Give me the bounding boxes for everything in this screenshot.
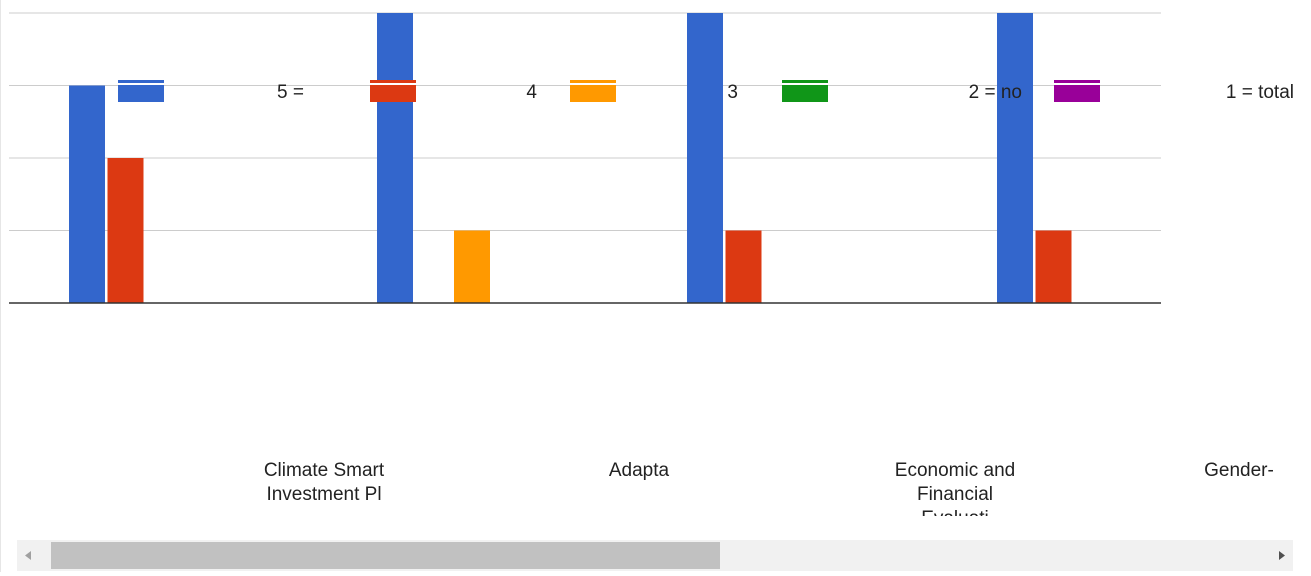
legend-label: 1 = total — [1226, 82, 1294, 103]
legend-item: 5 = — [118, 80, 304, 103]
x-axis-label-line: Evaluati — [921, 508, 989, 529]
legend-swatch — [118, 80, 164, 102]
bar-0-1 — [377, 13, 413, 303]
bar-1-3 — [1035, 230, 1072, 303]
x-axis-label-line: Economic and — [895, 460, 1015, 481]
x-axis-label-line: Climate Smart — [264, 460, 385, 481]
x-axis-label-line: Gender- — [1204, 460, 1274, 481]
legend-label: 3 — [727, 82, 738, 103]
bar-1-2 — [725, 230, 762, 303]
gridlines — [9, 12, 1161, 231]
bars — [69, 13, 1072, 303]
horizontal-scrollbar[interactable] — [17, 540, 1293, 571]
legend-label: 4 — [526, 82, 537, 103]
x-axis-label: Economic and Financial Evaluati — [895, 460, 1015, 529]
scroll-left-arrow-icon[interactable] — [19, 540, 39, 571]
legend-swatch — [1054, 80, 1100, 102]
x-axis-labels: Climate Smart Investment Pl Adapta Economic… — [264, 460, 1274, 529]
bar-0-3 — [997, 13, 1033, 303]
legend-label: 2 = no — [969, 82, 1022, 103]
legend-swatch — [370, 80, 416, 102]
scroll-thumb[interactable] — [51, 542, 720, 569]
legend-item: 4 — [370, 80, 537, 103]
legend-item: 1 = total — [1054, 80, 1294, 103]
x-axis-label-line: Financial — [917, 484, 993, 505]
x-axis-label: Adapta — [609, 460, 670, 481]
bar-0-2 — [687, 13, 723, 303]
x-axis-label: Gender- — [1204, 460, 1274, 481]
chart: 5 = 4 3 2 = no 1 = total Climate Smart Invest… — [9, 12, 1294, 529]
legend-swatch — [782, 80, 828, 102]
legend-label: 5 = — [277, 82, 304, 103]
bar-2-1 — [454, 230, 490, 303]
bar-1-0 — [107, 158, 144, 303]
legend-item: 3 — [570, 80, 738, 103]
scroll-right-arrow-icon[interactable] — [1271, 540, 1291, 571]
x-axis-label-line: Investment Pl — [266, 484, 381, 505]
x-axis-label: Climate Smart Investment Pl — [264, 460, 385, 505]
bar-0-0 — [69, 85, 105, 303]
legend: 5 = 4 3 2 = no 1 = total — [118, 80, 1294, 103]
legend-item: 2 = no — [782, 80, 1022, 103]
legend-swatch — [570, 80, 616, 102]
x-axis-label-line: Adapta — [609, 460, 670, 481]
